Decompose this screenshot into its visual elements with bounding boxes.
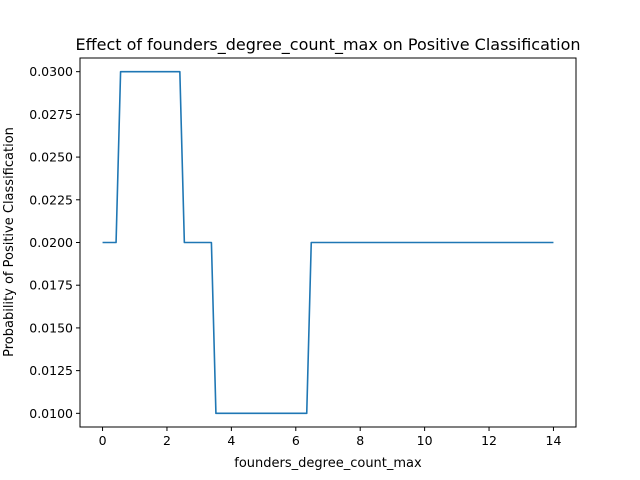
y-axis: 0.0100 0.0125 0.0150 0.0175 0.0200 0.0225 0.02…	[29, 64, 80, 421]
y-tick-label: 0.0150	[29, 320, 73, 335]
x-tick-label: 2	[163, 433, 171, 448]
chart-title: Effect of founders_degree_count_max on P…	[75, 35, 580, 55]
x-tick-label: 6	[292, 433, 300, 448]
x-axis: 0 2 4 6 8 10 12 14	[99, 427, 562, 448]
y-tick-label: 0.0275	[29, 107, 73, 122]
y-tick-label: 0.0300	[29, 64, 73, 79]
x-axis-label: founders_degree_count_max	[234, 456, 422, 471]
x-tick-label: 10	[417, 433, 433, 448]
y-tick-label: 0.0200	[29, 235, 73, 250]
y-tick-label: 0.0100	[29, 406, 73, 421]
y-axis-label: Probability of Positive Classification	[2, 127, 17, 357]
y-tick-label: 0.0125	[29, 363, 73, 378]
x-tick-label: 8	[356, 433, 364, 448]
x-tick-label: 12	[481, 433, 497, 448]
x-tick-label: 0	[99, 433, 107, 448]
x-tick-label: 4	[227, 433, 235, 448]
series-line	[102, 70, 554, 415]
series-layer	[102, 70, 554, 415]
y-tick-label: 0.0175	[29, 278, 73, 293]
y-tick-label: 0.0250	[29, 150, 73, 165]
x-tick-label: 14	[546, 433, 562, 448]
y-tick-label: 0.0225	[29, 192, 73, 207]
